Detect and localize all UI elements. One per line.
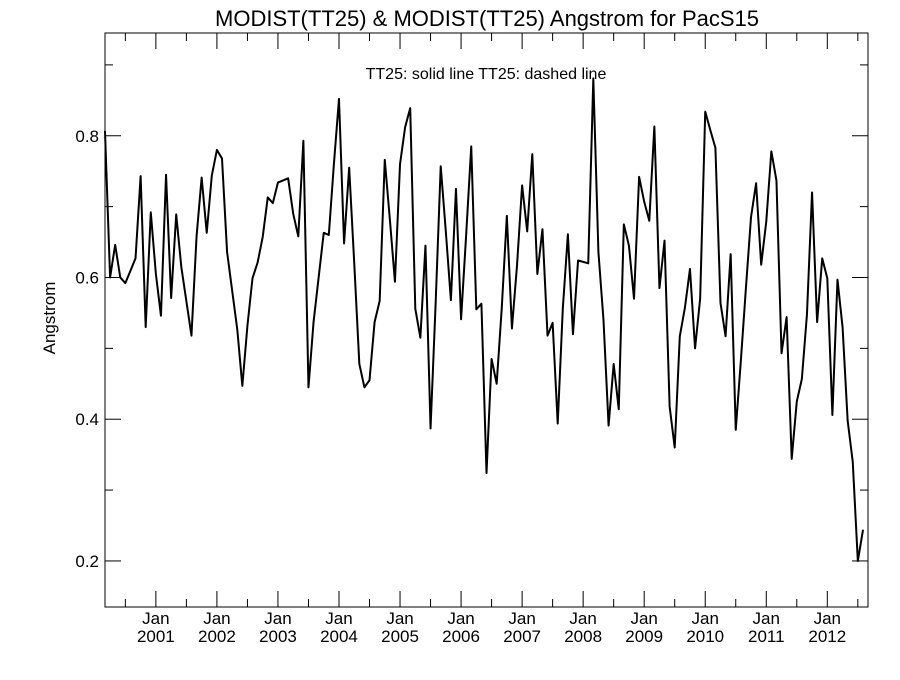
x-tick-label-year: 2008 (564, 627, 602, 646)
x-tick-label-month: Jan (692, 609, 719, 628)
y-tick-label: 0.8 (75, 127, 99, 146)
x-tick-label-year: 2011 (748, 627, 785, 646)
x-tick-label-month: Jan (386, 609, 413, 628)
x-tick-label-year: 2012 (808, 627, 846, 646)
chart-title: MODIST(TT25) & MODIST(TT25) Angstrom for… (215, 6, 759, 31)
x-tick-label-month: Jan (264, 609, 291, 628)
x-tick-label-month: Jan (447, 609, 474, 628)
y-tick-label: 0.6 (75, 268, 99, 287)
x-tick-label-year: 2010 (686, 627, 724, 646)
x-tick-label-month: Jan (325, 609, 352, 628)
x-tick-label-year: 2006 (442, 627, 480, 646)
plot-frame (104, 32, 869, 608)
x-tick-label-month: Jan (569, 609, 596, 628)
x-tick-label-year: 2005 (381, 627, 419, 646)
x-tick-label-month: Jan (753, 609, 780, 628)
x-tick-label-year: 2002 (198, 627, 236, 646)
x-tick-label-year: 2009 (625, 627, 663, 646)
x-tick-label-month: Jan (508, 609, 535, 628)
x-tick-label-year: 2007 (503, 627, 541, 646)
x-tick-label-year: 2004 (320, 627, 358, 646)
x-tick-label-month: Jan (630, 609, 657, 628)
x-tick-label-year: 2001 (137, 627, 175, 646)
y-tick-label: 0.2 (75, 552, 99, 571)
series-legend-annotation: TT25: solid line TT25: dashed line (366, 66, 607, 83)
x-tick-label-year: 2003 (259, 627, 297, 646)
series-layer (104, 77, 864, 562)
y-axis-label: Angstrom (40, 282, 59, 355)
x-tick-label-month: Jan (142, 609, 169, 628)
x-tick-label-month: Jan (814, 609, 841, 628)
axes-group: 0.20.40.60.8Jan2001Jan2002Jan2003Jan2004… (75, 33, 868, 646)
series-line-solid (104, 77, 864, 562)
y-tick-label: 0.4 (75, 410, 99, 429)
x-tick-label-month: Jan (203, 609, 230, 628)
